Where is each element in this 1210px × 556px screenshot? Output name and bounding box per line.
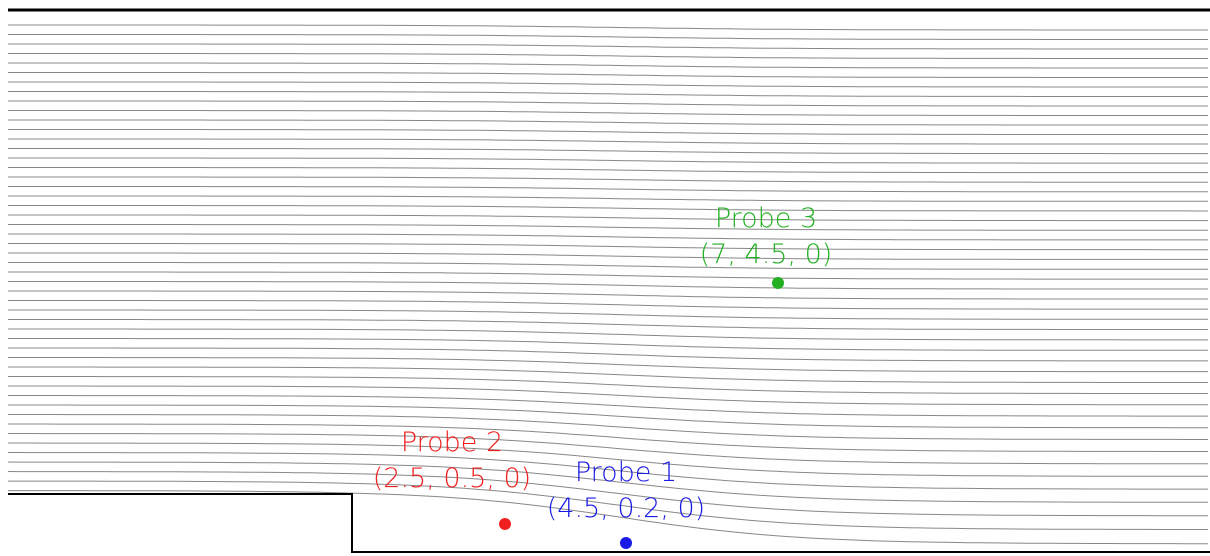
probe-dot [499, 518, 511, 530]
streamline [8, 148, 1208, 155]
streamline [8, 490, 1208, 545]
streamline [8, 252, 1208, 260]
probe-name: Probe 1 [575, 457, 677, 488]
streamline [8, 91, 1208, 97]
streamline [8, 338, 1208, 351]
probe-name: Probe 3 [715, 203, 817, 234]
streamlines [7, 24, 1208, 545]
streamline [8, 376, 1208, 394]
probe-name: Probe 2 [401, 427, 503, 458]
streamline [7, 471, 1208, 517]
streamline [8, 167, 1208, 174]
streamline [8, 195, 1208, 202]
streamline [8, 205, 1208, 212]
streamline [8, 186, 1208, 193]
streamline [8, 243, 1208, 251]
streamline [8, 100, 1208, 107]
streamline [8, 53, 1208, 59]
streamline [8, 224, 1208, 231]
streamline [8, 423, 1208, 452]
probes: Probe 1 (4.5, 0.2, 0) Probe 2 (2.5, 0.5, 0)… [373, 203, 833, 549]
streamline [8, 24, 1208, 31]
streamline [8, 328, 1208, 341]
streamline [8, 281, 1208, 290]
streamline [8, 72, 1208, 78]
streamline [8, 81, 1208, 88]
streamline [8, 404, 1208, 429]
streamline [8, 262, 1208, 270]
streamline [8, 176, 1208, 183]
streamline [8, 452, 1208, 490]
probe-dot [772, 277, 784, 289]
streamline [8, 43, 1208, 50]
streamline [8, 34, 1208, 40]
streamline [8, 433, 1208, 465]
streamline [8, 233, 1208, 241]
streamline [8, 414, 1208, 440]
streamline [8, 62, 1208, 69]
streamline [8, 442, 1208, 477]
streamline [8, 385, 1208, 406]
step-wall [8, 493, 1210, 553]
streamline [7, 461, 1208, 503]
streamline [8, 366, 1208, 383]
probe-coords: (4.5, 0.2, 0) [547, 493, 705, 524]
streamline [8, 138, 1208, 145]
streamline [8, 119, 1208, 126]
streamline [8, 110, 1208, 116]
probe-coords: (2.5, 0.5, 0) [373, 463, 531, 494]
streamline [8, 271, 1208, 280]
streamline [8, 357, 1208, 373]
streamline [8, 319, 1208, 330]
streamline [8, 290, 1208, 300]
streamline [8, 214, 1208, 222]
streamline [8, 157, 1208, 164]
streamline [8, 395, 1208, 417]
probe-dot [620, 537, 632, 549]
streamline [8, 129, 1208, 135]
streamline [8, 309, 1208, 320]
streamline [8, 347, 1208, 362]
streamline [8, 480, 1208, 530]
streamline [8, 300, 1208, 310]
probe-coords: (7, 4.5, 0) [700, 239, 833, 270]
